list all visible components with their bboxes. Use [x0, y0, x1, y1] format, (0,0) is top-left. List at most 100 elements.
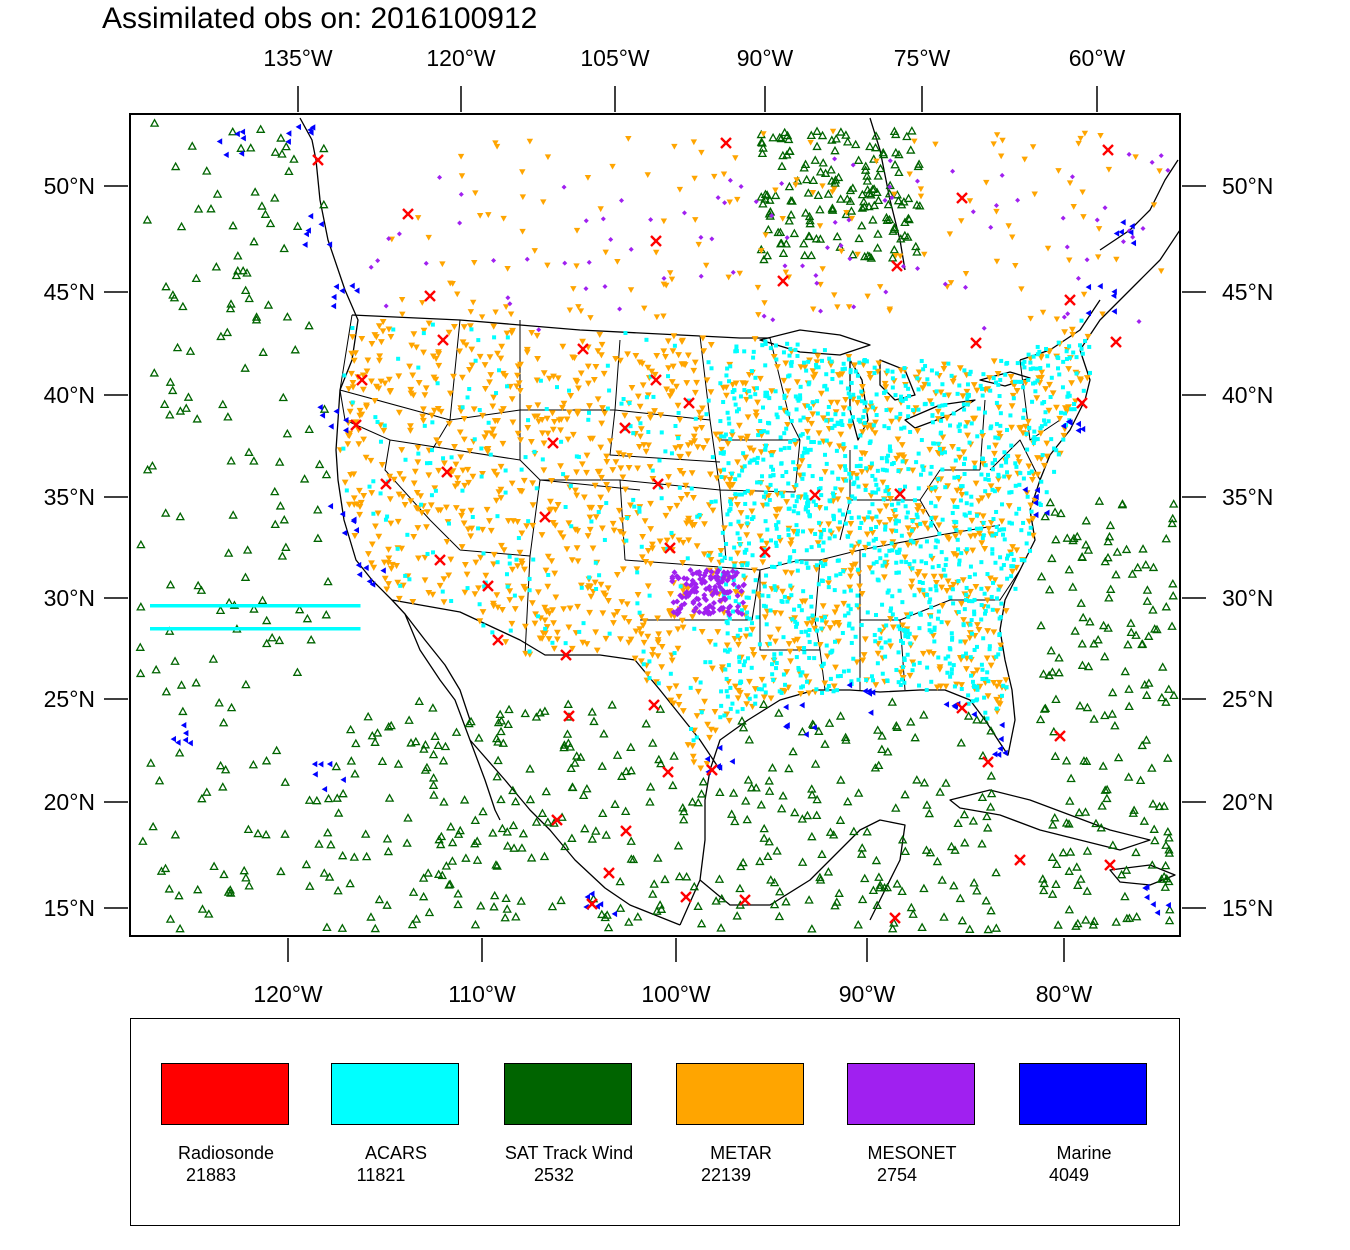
metar-marker — [469, 299, 477, 306]
acars-marker — [1028, 360, 1033, 365]
metar-marker — [435, 441, 443, 448]
acars-marker — [177, 604, 181, 608]
marine-marker — [366, 578, 373, 585]
acars-marker — [890, 376, 895, 381]
sat-track-wind-marker — [403, 813, 413, 822]
sat-track-wind-marker — [883, 199, 894, 209]
sat-track-wind-marker — [1142, 585, 1153, 594]
acars-marker — [207, 604, 211, 608]
sat-track-wind-marker — [319, 143, 329, 153]
acars-marker — [757, 642, 762, 647]
mesonet-marker — [600, 216, 606, 222]
metar-marker — [406, 363, 413, 370]
sat-track-wind-marker — [539, 851, 550, 861]
metar-marker — [692, 217, 699, 223]
marine-marker — [318, 220, 324, 228]
metar-marker — [395, 595, 403, 602]
metar-marker — [383, 586, 391, 593]
sat-track-wind-marker — [835, 194, 846, 203]
sat-track-wind-marker — [1116, 869, 1127, 879]
acars-marker — [982, 591, 987, 596]
sat-track-wind-marker — [1120, 666, 1130, 676]
acars-marker — [1026, 377, 1031, 382]
metar-marker — [859, 383, 866, 391]
sat-track-wind-marker — [1089, 916, 1099, 925]
metar-marker — [944, 483, 952, 490]
metar-marker — [921, 251, 928, 258]
metar-marker — [355, 441, 363, 448]
mesonet-marker — [677, 592, 684, 599]
acars-marker — [843, 454, 848, 459]
acars-marker — [745, 521, 750, 526]
acars-marker — [798, 396, 803, 401]
marine-marker — [1130, 239, 1137, 247]
acars-marker — [930, 402, 935, 407]
metar-marker — [1046, 381, 1053, 389]
mesonet-marker — [383, 303, 389, 309]
acars-marker — [755, 460, 760, 465]
sat-track-wind-marker — [384, 793, 395, 802]
metar-marker — [992, 442, 999, 449]
top-lon-label: 135°W — [263, 45, 333, 71]
acars-marker — [719, 434, 724, 439]
acars-marker — [894, 560, 899, 565]
acars-marker — [817, 520, 822, 525]
sat-track-wind-marker — [744, 735, 755, 744]
sat-track-wind-marker — [313, 533, 323, 542]
acars-marker — [890, 548, 895, 553]
acars-marker — [999, 463, 1004, 468]
metar-marker — [698, 628, 706, 636]
metar-marker — [452, 461, 460, 468]
metar-marker — [814, 540, 822, 547]
metar-marker — [360, 493, 368, 500]
mesonet-marker — [689, 570, 696, 577]
metar-marker — [1027, 502, 1035, 509]
acars-marker — [765, 502, 770, 507]
sat-track-wind-marker — [370, 737, 380, 746]
metar-marker — [672, 445, 680, 452]
metar-marker — [583, 469, 590, 476]
metar-marker — [569, 431, 577, 438]
acars-marker — [240, 604, 244, 608]
acars-marker — [819, 493, 824, 498]
sat-track-wind-marker — [850, 139, 861, 149]
metar-marker — [359, 386, 367, 393]
metar-marker — [950, 498, 957, 505]
acars-marker — [947, 646, 952, 651]
acars-marker — [803, 495, 808, 500]
sat-track-wind-marker — [770, 190, 781, 200]
sat-track-wind-marker — [827, 205, 838, 214]
acars-marker — [996, 436, 1001, 441]
acars-marker — [994, 509, 999, 514]
acars-marker — [763, 390, 768, 395]
sat-track-wind-marker — [444, 880, 454, 889]
metar-marker — [1025, 518, 1033, 525]
acars-marker — [807, 639, 812, 644]
acars-marker — [807, 512, 812, 517]
sat-track-wind-marker — [1065, 847, 1076, 856]
acars-marker — [858, 456, 863, 461]
metar-marker — [658, 664, 666, 671]
sat-track-wind-marker — [420, 765, 431, 774]
acars-marker — [637, 509, 642, 514]
mesonet-marker — [738, 588, 745, 595]
sat-track-wind-marker — [1163, 753, 1173, 762]
acars-marker — [869, 526, 874, 531]
metar-marker — [772, 187, 779, 194]
acars-marker — [569, 524, 574, 529]
acars-marker — [763, 341, 768, 346]
acars-marker — [713, 642, 718, 647]
mesonet-marker — [727, 177, 733, 183]
acars-marker — [354, 604, 358, 608]
metar-marker — [933, 684, 941, 691]
acars-marker — [350, 400, 355, 405]
right-lat-label: 15°N — [1222, 895, 1273, 921]
metar-marker — [729, 381, 737, 389]
acars-marker — [794, 483, 799, 488]
acars-marker — [405, 532, 410, 537]
acars-marker — [851, 392, 856, 397]
acars-marker — [763, 490, 768, 495]
sat-track-wind-marker — [280, 777, 290, 786]
sat-track-wind-marker — [915, 201, 925, 210]
sat-track-wind-marker — [1076, 598, 1086, 607]
